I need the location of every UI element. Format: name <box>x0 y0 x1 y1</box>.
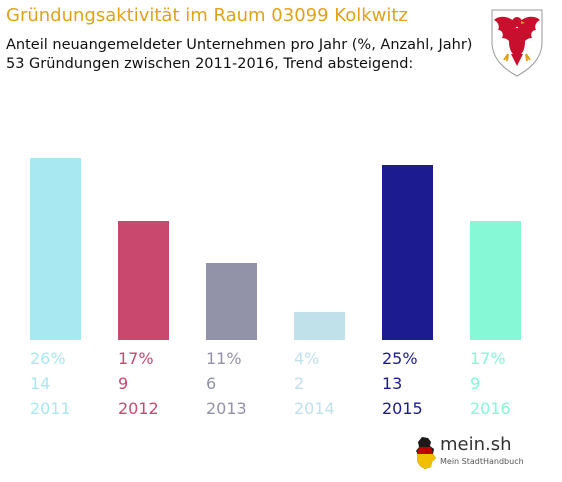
bar-2012 <box>118 221 169 340</box>
brand-name: mein.sh <box>440 434 512 455</box>
count-label-2015: 13 <box>382 374 402 393</box>
count-label-2013: 6 <box>206 374 216 393</box>
year-label-2012: 2012 <box>118 399 159 418</box>
count-label-2014: 2 <box>294 374 304 393</box>
eagle-crest-icon <box>478 2 556 80</box>
percent-label-2016: 17% <box>470 349 506 368</box>
percent-label-2014: 4% <box>294 349 319 368</box>
percent-label-2013: 11% <box>206 349 242 368</box>
brand-tagline: Mein StadtHandbuch <box>440 457 524 466</box>
year-label-2014: 2014 <box>294 399 335 418</box>
bar-2015 <box>382 165 433 340</box>
year-label-2016: 2016 <box>470 399 511 418</box>
bar-2016 <box>470 221 521 340</box>
percent-label-2011: 26% <box>30 349 66 368</box>
bar-2011 <box>30 158 81 340</box>
year-label-2011: 2011 <box>30 399 71 418</box>
subtitle-line-1: Anteil neuangemeldeter Unternehmen pro J… <box>6 37 473 53</box>
bar-2014 <box>294 312 345 340</box>
year-label-2013: 2013 <box>206 399 247 418</box>
percent-label-2012: 17% <box>118 349 154 368</box>
brand-logo[interactable]: mein.sh Mein StadtHandbuch <box>414 432 524 476</box>
count-label-2012: 9 <box>118 374 128 393</box>
year-label-2015: 2015 <box>382 399 423 418</box>
count-label-2011: 14 <box>30 374 50 393</box>
percent-label-2015: 25% <box>382 349 418 368</box>
count-label-2016: 9 <box>470 374 480 393</box>
bar-chart: 26% 14 2011 17% 9 2012 11% 6 2013 4% 2 2014 25% 13 201… <box>30 158 521 418</box>
chart-subtitle: Anteil neuangemeldeter Unternehmen pro J… <box>6 36 472 74</box>
bar-2013 <box>206 263 257 340</box>
subtitle-line-2: 53 Gründungen zwischen 2011-2016, Trend … <box>6 56 414 72</box>
chart-title: Gründungsaktivität im Raum 03099 Kolkwit… <box>6 5 408 26</box>
germany-map-icon <box>416 437 436 469</box>
